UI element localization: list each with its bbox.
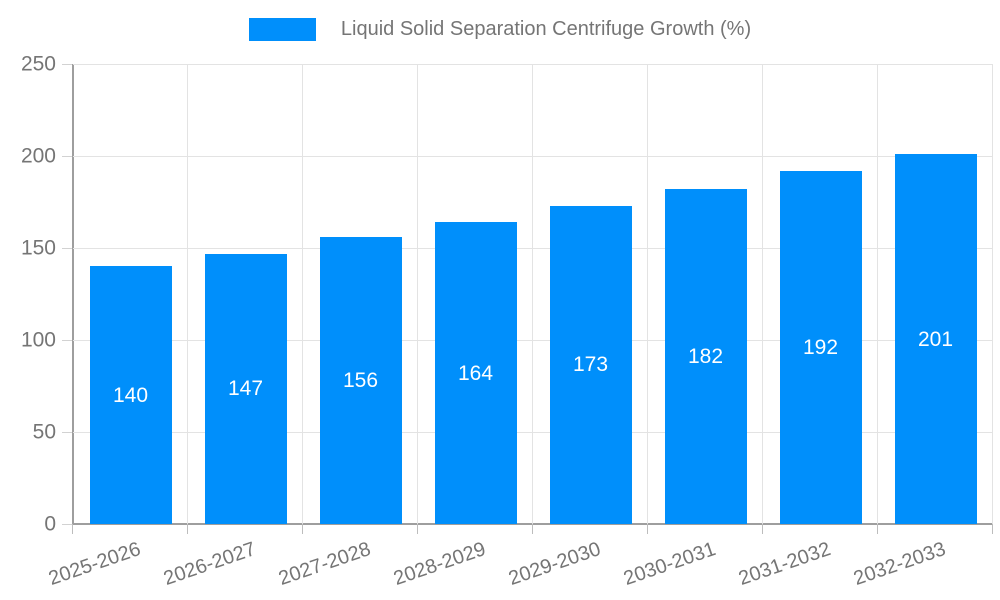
gridline-horizontal bbox=[73, 432, 993, 433]
x-axis-tick bbox=[532, 524, 533, 534]
x-tick-label: 2026-2027 bbox=[160, 538, 259, 590]
y-axis-tick bbox=[62, 524, 72, 525]
legend-swatch bbox=[248, 18, 316, 41]
gridline-vertical bbox=[992, 64, 993, 524]
bar-2031-2032[interactable]: 192 bbox=[779, 170, 862, 524]
bar-value-label: 156 bbox=[342, 368, 379, 392]
x-tick-label: 2025-2026 bbox=[45, 538, 144, 590]
gridline-horizontal bbox=[73, 64, 993, 65]
legend-label: Liquid Solid Separation Centrifuge Growt… bbox=[340, 18, 752, 40]
gridline-vertical bbox=[302, 64, 303, 524]
bar-2030-2031[interactable]: 182 bbox=[664, 189, 747, 524]
x-axis-tick bbox=[72, 524, 73, 534]
y-axis-tick bbox=[62, 340, 72, 341]
bar-value-label: 140 bbox=[112, 383, 149, 407]
x-axis-tick bbox=[992, 524, 993, 534]
gridline-vertical bbox=[877, 64, 878, 524]
bar-2032-2033[interactable]: 201 bbox=[894, 154, 977, 524]
x-tick-label: 2029-2030 bbox=[505, 538, 604, 590]
x-axis-tick bbox=[302, 524, 303, 534]
bar-value-label: 164 bbox=[457, 361, 494, 385]
y-axis-tick bbox=[62, 248, 72, 249]
x-axis-tick bbox=[187, 524, 188, 534]
gridline-vertical bbox=[647, 64, 648, 524]
gridline-vertical bbox=[532, 64, 533, 524]
x-tick-label: 2030-2031 bbox=[620, 538, 719, 590]
x-axis-line bbox=[73, 523, 993, 525]
gridline-vertical bbox=[187, 64, 188, 524]
gridline-vertical bbox=[762, 64, 763, 524]
y-axis-line bbox=[72, 64, 74, 524]
x-axis-tick bbox=[877, 524, 878, 534]
gridline-vertical bbox=[417, 64, 418, 524]
y-axis-tick bbox=[62, 156, 72, 157]
x-tick-label: 2032-2033 bbox=[850, 538, 949, 590]
y-tick-label: 200 bbox=[20, 144, 56, 168]
bar-2026-2027[interactable]: 147 bbox=[204, 253, 287, 524]
bar-value-label: 182 bbox=[687, 345, 724, 369]
bar-2029-2030[interactable]: 173 bbox=[549, 205, 632, 524]
bar-2027-2028[interactable]: 156 bbox=[319, 236, 402, 524]
y-tick-label: 0 bbox=[44, 512, 56, 536]
bar-value-label: 173 bbox=[572, 353, 609, 377]
y-axis-tick bbox=[62, 64, 72, 65]
x-axis-tick bbox=[647, 524, 648, 534]
legend-item[interactable]: Liquid Solid Separation Centrifuge Growt… bbox=[0, 18, 1000, 41]
bar-value-label: 201 bbox=[917, 327, 954, 351]
x-tick-label: 2027-2028 bbox=[275, 538, 374, 590]
y-tick-label: 50 bbox=[32, 420, 56, 444]
plot-area: 0 50 100 150 200 250 140 2025-2026 147 2026-2027 1… bbox=[21, 54, 993, 590]
y-tick-label: 100 bbox=[20, 328, 56, 352]
bar-2025-2026[interactable]: 140 bbox=[89, 266, 172, 524]
y-tick-label: 250 bbox=[20, 52, 56, 76]
y-tick-label: 150 bbox=[20, 236, 56, 260]
x-tick-label: 2028-2029 bbox=[390, 538, 489, 590]
bar-value-label: 192 bbox=[802, 335, 839, 359]
bar-2028-2029[interactable]: 164 bbox=[434, 222, 517, 524]
gridline-horizontal bbox=[73, 340, 993, 341]
gridline-horizontal bbox=[73, 156, 993, 157]
x-axis-tick bbox=[417, 524, 418, 534]
gridline-horizontal bbox=[73, 248, 993, 249]
y-axis-tick bbox=[62, 432, 72, 433]
bar-value-label: 147 bbox=[227, 377, 264, 401]
x-axis-tick bbox=[762, 524, 763, 534]
x-tick-label: 2031-2032 bbox=[735, 538, 834, 590]
